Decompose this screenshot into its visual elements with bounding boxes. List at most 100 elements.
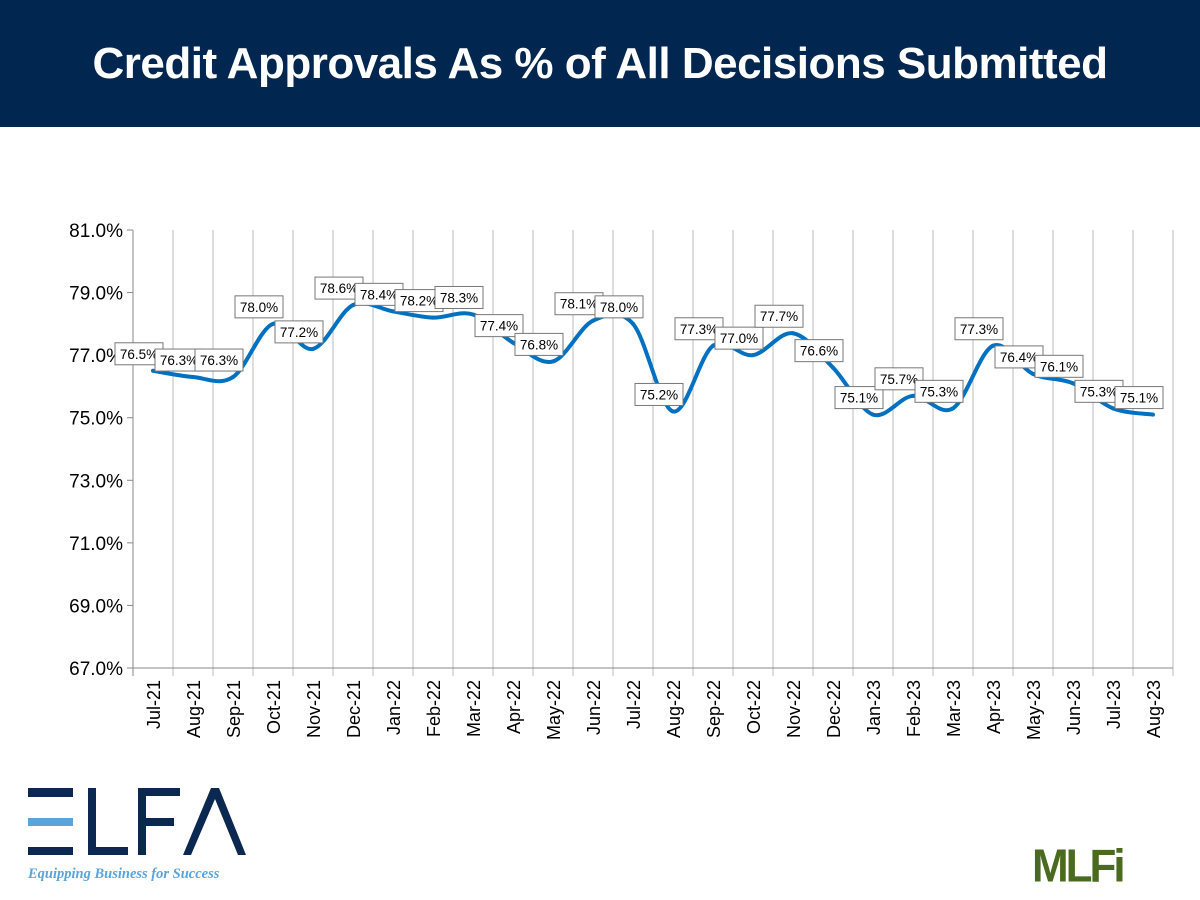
- data-label-box: [914, 379, 964, 403]
- data-label: 76.8%: [520, 337, 558, 352]
- data-label-box: [594, 295, 644, 319]
- x-tick-label: Jul-23: [1104, 680, 1124, 729]
- data-point: [271, 321, 275, 326]
- data-point: [871, 412, 875, 417]
- elfa-logo: Equipping Business for Success: [28, 785, 248, 883]
- x-tick-label: Jan-23: [864, 680, 884, 735]
- y-tick-label: 71.0%: [69, 534, 123, 555]
- data-label: 75.1%: [1120, 391, 1158, 406]
- data-label-box: [194, 348, 244, 372]
- data-point: [311, 346, 315, 351]
- data-label: 78.0%: [600, 300, 638, 315]
- x-tick-label: Aug-23: [1144, 680, 1164, 738]
- data-point: [711, 343, 715, 348]
- data-label: 78.1%: [560, 297, 598, 312]
- data-point: [351, 303, 355, 308]
- data-label-box: [714, 326, 764, 350]
- data-label: 78.6%: [320, 281, 358, 296]
- x-tick-label: Nov-22: [784, 680, 804, 738]
- y-tick-label: 69.0%: [69, 596, 123, 617]
- title-banner: Credit Approvals As % of All Decisions S…: [0, 0, 1200, 127]
- data-point: [591, 318, 595, 323]
- page-title: Credit Approvals As % of All Decisions S…: [92, 38, 1108, 88]
- data-label-box: [954, 317, 1004, 341]
- data-label-box: [274, 320, 324, 344]
- data-label: 78.0%: [240, 300, 278, 315]
- data-line: [152, 301, 1154, 418]
- data-label: 77.0%: [720, 331, 758, 346]
- data-point: [791, 331, 795, 336]
- data-label: 77.4%: [480, 319, 518, 334]
- data-point: [151, 368, 155, 373]
- x-tick-label: May-22: [544, 680, 564, 740]
- x-tick-label: Jan-22: [384, 680, 404, 735]
- data-label: 76.1%: [1040, 359, 1078, 374]
- data-point: [751, 353, 755, 358]
- data-label-box: [874, 367, 924, 391]
- y-tick-label: 73.0%: [69, 471, 123, 492]
- y-tick-label: 67.0%: [69, 659, 123, 680]
- data-label: 77.2%: [280, 325, 318, 340]
- data-label: 75.2%: [640, 387, 678, 402]
- x-tick-label: Aug-22: [664, 680, 684, 738]
- data-point: [671, 409, 675, 414]
- data-label: 75.3%: [920, 384, 958, 399]
- data-label: 76.4%: [1000, 350, 1038, 365]
- x-tick-label: Sep-22: [704, 680, 724, 738]
- data-label: 76.5%: [120, 347, 158, 362]
- data-point: [1071, 381, 1075, 386]
- data-point: [231, 375, 235, 380]
- x-tick-label: Oct-21: [264, 680, 284, 734]
- data-point: [631, 321, 635, 326]
- data-label-box: [1114, 386, 1164, 410]
- x-tick-label: Dec-21: [344, 680, 364, 738]
- x-tick-label: Apr-23: [984, 680, 1004, 734]
- data-label: 76.3%: [160, 353, 198, 368]
- data-label-box: [474, 314, 524, 338]
- data-label-box: [1034, 354, 1084, 378]
- data-point: [1151, 412, 1155, 417]
- data-label: 75.3%: [1080, 384, 1118, 399]
- data-point: [551, 359, 555, 364]
- x-tick-label: Sep-21: [224, 680, 244, 738]
- x-tick-label: Aug-21: [184, 680, 204, 738]
- x-tick-label: Oct-22: [744, 680, 764, 734]
- x-tick-label: Jun-23: [1064, 680, 1084, 735]
- data-label: 76.3%: [200, 353, 238, 368]
- x-tick-label: Jul-22: [624, 680, 644, 729]
- data-label: 77.3%: [680, 322, 718, 337]
- x-tick-label: Feb-22: [424, 680, 444, 737]
- data-label: 77.3%: [960, 322, 998, 337]
- x-tick-label: Jun-22: [584, 680, 604, 735]
- data-point: [1031, 371, 1035, 376]
- x-tick-label: May-23: [1024, 680, 1044, 740]
- x-tick-label: Feb-23: [904, 680, 924, 737]
- data-label: 76.6%: [800, 344, 838, 359]
- elfa-logo-mark: [28, 788, 246, 855]
- data-label: 78.2%: [400, 294, 438, 309]
- data-label: 77.7%: [760, 309, 798, 324]
- data-point: [511, 340, 515, 345]
- elfa-tagline: Equipping Business for Success: [28, 866, 220, 882]
- data-point: [471, 312, 475, 317]
- data-point: [991, 343, 995, 348]
- data-label-box: [634, 382, 684, 406]
- data-label: 78.4%: [360, 287, 398, 302]
- data-label-box: [754, 304, 804, 328]
- data-label-box: [794, 339, 844, 363]
- data-point: [191, 375, 195, 380]
- data-label: 75.7%: [880, 372, 918, 387]
- x-tick-label: Apr-22: [504, 680, 524, 734]
- data-point: [431, 315, 435, 320]
- y-tick-label: 81.0%: [69, 221, 123, 242]
- line-chart: 67.0% 69.0% 71.0% 73.0% 75.0% 77.0% 79.0% 81.0%…: [69, 221, 1174, 740]
- data-label-box: [234, 295, 284, 319]
- data-label-box: [834, 386, 884, 410]
- y-tick-label: 75.0%: [69, 409, 123, 430]
- data-label-box: [434, 285, 484, 309]
- x-tick-label: Nov-21: [304, 680, 324, 738]
- mlfi-logo: MLFi: [1032, 840, 1126, 893]
- x-tick-label: Jul-21: [144, 680, 164, 729]
- data-point: [911, 393, 915, 398]
- data-label: 78.3%: [440, 290, 478, 305]
